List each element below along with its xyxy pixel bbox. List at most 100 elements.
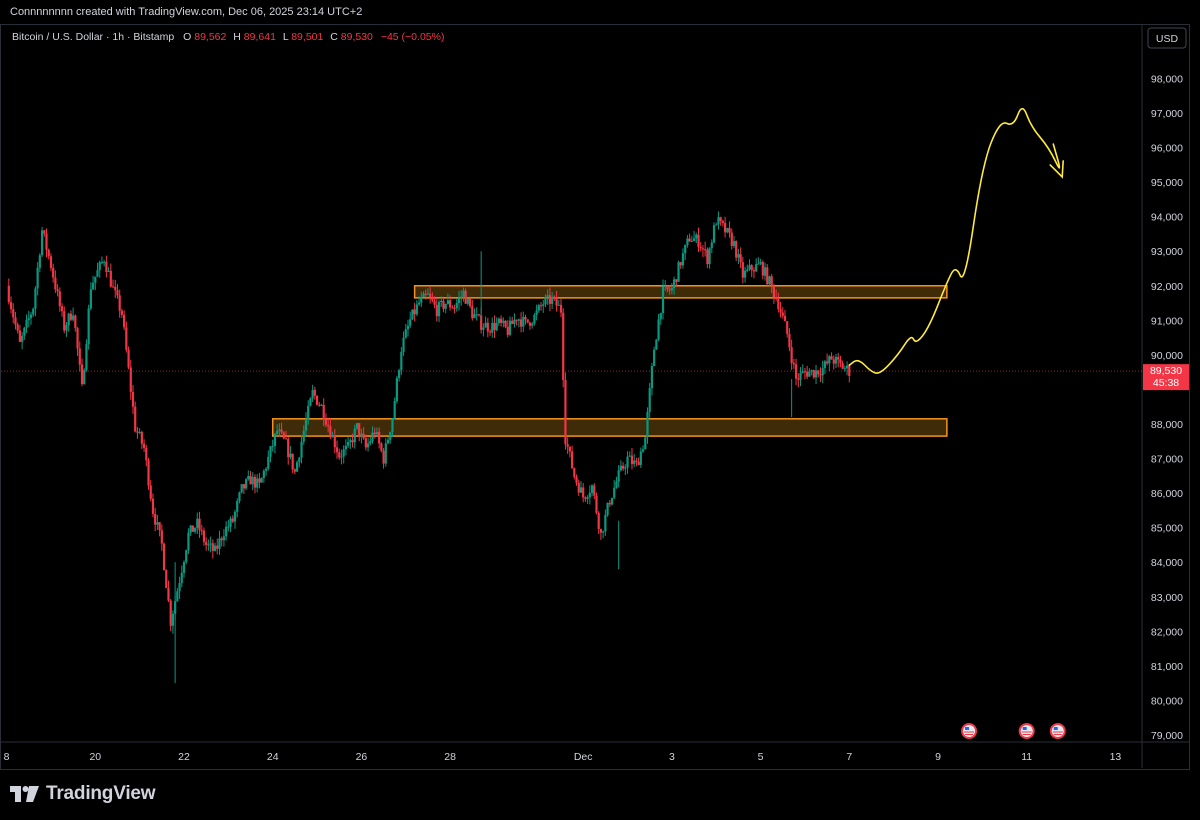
- candle-body: [391, 418, 394, 432]
- candle-body: [641, 449, 645, 452]
- candle-body: [615, 481, 618, 488]
- candle-body: [260, 478, 263, 483]
- tradingview-logo[interactable]: TradingView: [10, 783, 156, 805]
- time-axis[interactable]: 8 20 22 24 26 28 Dec 3 5 7 9 11 13: [4, 751, 1122, 763]
- candle-body: [400, 351, 403, 371]
- candle-body: [65, 325, 68, 331]
- price-tick-label: 87,000: [1151, 454, 1183, 466]
- price-axis[interactable]: 98,000 97,000 96,000 95,000 94,000 93,000 92,0…: [1151, 73, 1183, 742]
- candle-body: [548, 295, 552, 304]
- candle-body: [473, 314, 476, 319]
- candle-body: [808, 371, 811, 377]
- currency-label: USD: [1156, 33, 1179, 45]
- candle-body: [262, 470, 265, 479]
- candle-body: [477, 314, 481, 316]
- candle-body: [269, 446, 272, 457]
- candle-body: [440, 300, 443, 302]
- candle-body: [58, 291, 61, 307]
- candle-body: [582, 487, 585, 498]
- event-flag-icon[interactable]: [961, 723, 978, 739]
- currency-button[interactable]: USD: [1147, 27, 1187, 49]
- candle-body: [832, 359, 835, 364]
- candle-body: [338, 452, 341, 458]
- candle-body: [837, 357, 840, 360]
- candle-body: [171, 613, 175, 626]
- candle-body: [726, 228, 729, 233]
- candle-body: [551, 296, 554, 304]
- candle-body: [786, 321, 789, 334]
- support-zone[interactable]: [271, 418, 948, 437]
- candle-body: [457, 297, 461, 304]
- candle-body: [273, 433, 277, 446]
- candle-body: [599, 528, 603, 533]
- candle-body: [240, 484, 243, 493]
- candle-body: [692, 238, 696, 242]
- candle-body: [109, 270, 112, 287]
- candle-body: [45, 233, 48, 250]
- candle-body: [373, 432, 376, 435]
- candle-body: [340, 456, 343, 458]
- time-tick-label: Dec: [574, 751, 593, 763]
- candle-body: [304, 419, 308, 431]
- candle-body: [429, 293, 432, 297]
- candle-body: [695, 234, 698, 239]
- candle-body: [27, 318, 30, 320]
- projection-arrowhead: [1049, 160, 1064, 179]
- price-tick-label: 79,000: [1151, 730, 1183, 742]
- projection-path[interactable]: [848, 107, 1061, 374]
- candle-body: [488, 331, 492, 333]
- candle-body: [344, 445, 347, 450]
- candle-body: [293, 469, 296, 472]
- candle-body: [799, 372, 802, 380]
- candle-body: [761, 261, 764, 276]
- candle-body: [728, 228, 731, 233]
- bottom-bar: [0, 770, 1200, 820]
- candle-body: [18, 330, 21, 342]
- chart-frame[interactable]: [0, 24, 1190, 770]
- candle-body: [114, 286, 117, 291]
- candle-body: [750, 265, 753, 271]
- legend-title: Bitcoin / U.S. Dollar · 1h · Bitstamp: [12, 31, 174, 43]
- resistance-zone[interactable]: [413, 285, 948, 299]
- candle-body: [708, 248, 711, 265]
- time-tick-label: 28: [444, 751, 456, 763]
- legend-symbol: Bitcoin / U.S. Dollar · 1h · Bitstamp O …: [12, 31, 444, 43]
- time-tick-label: 8: [4, 751, 10, 763]
- candle-body: [673, 279, 676, 289]
- candle-body: [768, 276, 771, 285]
- candle-body: [56, 289, 59, 292]
- candle-body: [218, 538, 221, 549]
- candle-body: [433, 300, 436, 305]
- candle-body: [142, 443, 146, 448]
- tradingview-logo-icon: [10, 786, 39, 802]
- candle-body: [570, 451, 574, 469]
- candle-body: [655, 339, 658, 350]
- candle-body: [271, 445, 274, 447]
- price-tick-label: 85,000: [1151, 523, 1183, 535]
- candle-body: [191, 525, 194, 532]
- candle-body: [759, 261, 762, 264]
- candle-body: [737, 254, 740, 258]
- candle-body: [276, 430, 279, 434]
- candle-body: [386, 439, 390, 444]
- candle-body: [371, 432, 374, 442]
- candle-body: [251, 476, 254, 485]
- candle-body: [772, 285, 775, 298]
- event-flag-icon[interactable]: [1018, 723, 1035, 739]
- candle-body: [422, 293, 425, 298]
- candle-body: [229, 518, 232, 527]
- price-tick-label: 95,000: [1151, 177, 1183, 189]
- candle-body: [417, 302, 421, 305]
- candle-body: [222, 536, 226, 541]
- candle-body: [236, 500, 239, 512]
- candle-body: [140, 431, 143, 444]
- projection-layer: [848, 107, 1064, 374]
- candle-body: [193, 527, 197, 532]
- candle-body: [89, 289, 92, 309]
- candle-body: [244, 479, 248, 489]
- event-flag-icon[interactable]: [1049, 723, 1066, 739]
- last-price-tag: 89,530 45:38: [1143, 364, 1189, 391]
- candle-body: [522, 316, 525, 327]
- candle-body: [147, 460, 150, 486]
